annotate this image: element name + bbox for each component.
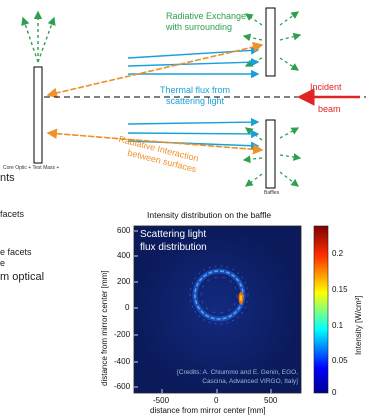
cbar-tick-0.1: 0.1: [332, 321, 344, 330]
overlay-line1: Scattering light: [140, 229, 207, 240]
left-text-line4: e: [0, 258, 6, 268]
thermal-diagram: [21, 7, 366, 189]
left-text-line2: facets: [0, 209, 25, 219]
cbar-tick-0.05: 0.05: [332, 356, 348, 365]
cbar-tick-0: 0: [332, 388, 337, 397]
credits-line2: Cascina, Advanced VIRGO, Italy]: [202, 378, 298, 385]
incident-label: Incident: [310, 82, 342, 92]
baffles-label: Baffles: [264, 190, 280, 196]
heatmap-overlay-text: Scattering light flux distribution: [140, 228, 207, 254]
heatmap-area: [133, 225, 302, 394]
core-optic-radiation-arrows: [21, 10, 56, 63]
core-optic-label: Core Optic + Test Mass +: [3, 165, 60, 171]
ytick-0: 0: [125, 303, 130, 312]
thermal-flux-arrows: [127, 46, 260, 150]
xtick-500: 500: [264, 396, 278, 405]
core-optic-mirror: [33, 66, 43, 164]
xtick-neg500: -500: [153, 396, 170, 405]
ytick-neg400: -400: [114, 357, 131, 366]
lower-baffle: [265, 119, 276, 189]
heatmap-ylabel: distance from mirror center [mm]: [100, 270, 109, 386]
xtick-0: 0: [214, 396, 219, 405]
cbar-tick-0.2: 0.2: [332, 249, 344, 258]
beam-label: beam: [318, 104, 341, 114]
ytick-neg600: -600: [114, 382, 131, 391]
left-text-line1: nts: [0, 172, 15, 184]
upper-baffle: [265, 7, 276, 77]
overlay-line2: flux distribution: [140, 242, 207, 253]
heatmap-xlabel: distance from mirror center [mm]: [150, 406, 266, 415]
ytick-200: 200: [117, 277, 131, 286]
ytick-neg200: -200: [114, 330, 131, 339]
colorbar: [313, 225, 329, 394]
colorbar-label: Intensity [W/cm²]: [354, 295, 363, 355]
left-text-line3: e facets: [0, 247, 32, 257]
radiative-exchange-line1: Radiative Exchange: [166, 11, 247, 21]
thermal-flux-line1: Thermal flux from: [160, 85, 231, 95]
heatmap-title: Intensity distribution on the baffle: [147, 210, 272, 220]
cbar-tick-0.15: 0.15: [332, 285, 348, 294]
credits-line1: [Credits: A. Chiummo and E. Genin, EGO,: [176, 369, 298, 376]
thermal-flux-label: Thermal flux from scattering light: [160, 85, 230, 107]
radiative-exchange-line2: with surrounding: [166, 22, 233, 32]
radiative-interaction-arrows: [46, 41, 264, 155]
left-text-line5: m optical: [0, 271, 45, 283]
radiative-exchange-label: Radiative Exchange with surrounding: [166, 11, 246, 33]
ytick-400: 400: [117, 251, 131, 260]
thermal-flux-line2: scattering light: [165, 96, 225, 106]
heatmap-credits: [Credits: A. Chiummo and E. Genin, EGO, …: [177, 368, 298, 386]
ytick-600: 600: [117, 226, 131, 235]
